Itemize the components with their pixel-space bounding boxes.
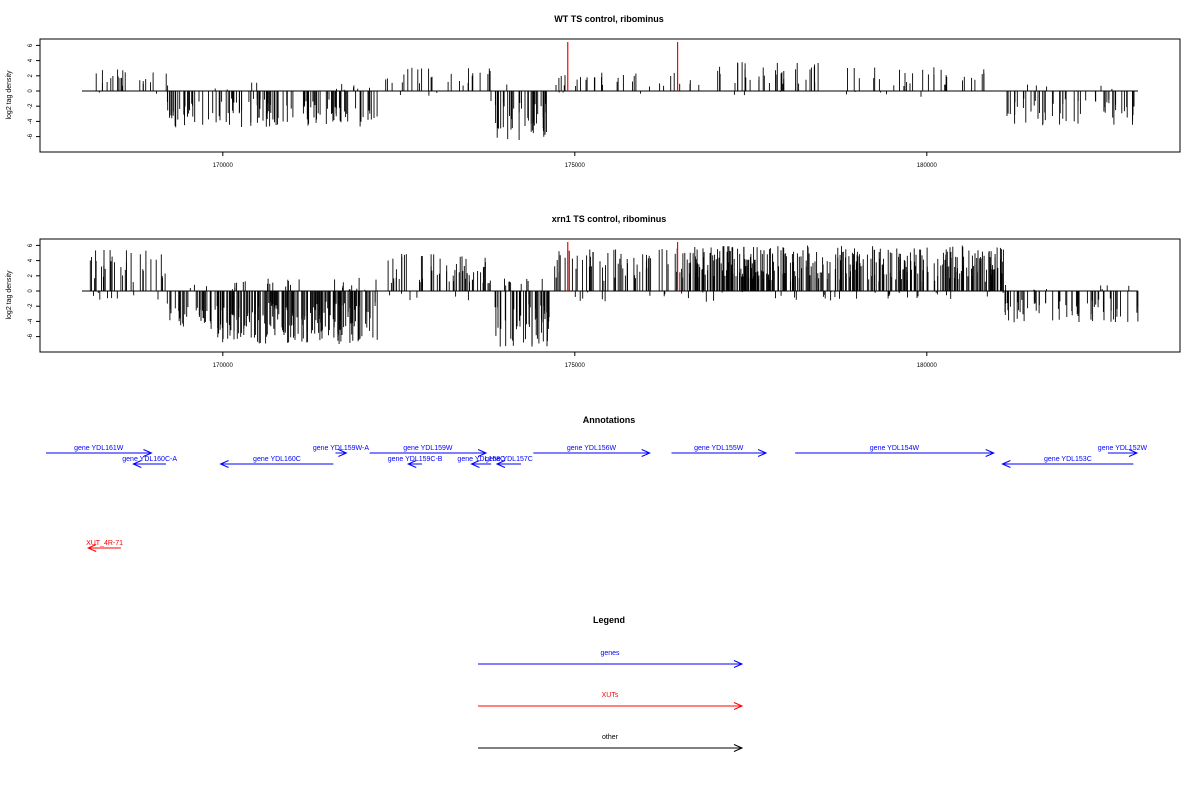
legend-item: XUTs: [478, 692, 744, 710]
y-tick-label: 2: [28, 73, 34, 77]
y-tick-label: 4: [28, 58, 34, 62]
y-tick-label: -4: [28, 118, 34, 124]
legend: Legend genes XUTs other: [478, 615, 744, 752]
feature-label: gene YDL160C-A: [122, 456, 177, 463]
x-tick-label: 175000: [565, 163, 586, 169]
y-tick-label: 0: [28, 89, 34, 93]
feature-label: gene YDL155W: [694, 445, 744, 452]
feature-arrowhead: [219, 460, 229, 468]
annotation-feature: gene YDL158C: [457, 456, 505, 468]
y-axis-xrn1: -6 -4 -2 0 2 4 6: [28, 243, 41, 339]
y-axis-label-wt: log2 tag density: [6, 70, 13, 120]
annotations-title: Annotations: [583, 415, 636, 425]
x-tick-label: 175000: [565, 363, 586, 369]
feature-label: gene YDL154W: [870, 445, 920, 452]
feature-label: gene YDL159C-B: [388, 456, 443, 463]
feature-arrowhead: [86, 544, 97, 552]
feature-arrowhead: [338, 449, 348, 457]
feature-label: gene YDL152W: [1098, 445, 1148, 452]
x-tick-label: 170000: [213, 163, 234, 169]
x-tick-label: 180000: [917, 363, 938, 369]
feature-label: gene YDL161W: [74, 445, 124, 452]
feature-label: gene YDL159W-A: [313, 445, 369, 452]
y-tick-label: 2: [28, 273, 34, 277]
legend-arrowhead: [733, 744, 744, 752]
y-tick-label: -2: [28, 303, 34, 309]
feature-arrowhead: [132, 460, 142, 468]
y-axis-label-xrn1: log2 tag density: [6, 270, 13, 320]
panel-wt: WT TS control, ribominus log2 tag densit…: [6, 14, 1181, 169]
legend-items: genes XUTs other: [478, 650, 744, 752]
annotation-feature: gene YDL160C-A: [122, 456, 177, 468]
legend-item: other: [478, 734, 744, 752]
feature-arrowhead: [143, 449, 153, 457]
feature-label: gene YDL156W: [567, 445, 617, 452]
legend-label: other: [602, 734, 619, 741]
annotation-feature: XUT_4R-71: [86, 540, 123, 552]
feature-arrowhead: [1001, 460, 1011, 468]
feature-label: XUT_4R-71: [86, 540, 123, 547]
feature-label: gene YDL157C: [485, 456, 533, 463]
legend-title: Legend: [593, 615, 625, 625]
legend-arrowhead: [733, 660, 744, 668]
feature-arrowhead: [641, 449, 651, 457]
feature-arrowhead: [477, 449, 488, 457]
annotation-feature: gene YDL160C: [219, 456, 334, 468]
x-axis-wt: 170000 175000 180000: [213, 152, 938, 169]
x-tick-label: 180000: [917, 163, 938, 169]
x-axis-xrn1: 170000 175000 180000: [213, 352, 938, 369]
y-tick-label: 6: [28, 43, 34, 47]
y-tick-label: -2: [28, 103, 34, 109]
y-tick-label: 0: [28, 289, 34, 293]
feature-arrowhead: [406, 460, 417, 468]
annotation-feature: gene YDL157C: [485, 456, 533, 468]
panel-title-xrn1: xrn1 TS control, ribominus: [552, 214, 667, 224]
annotation-feature: gene YDL159W: [369, 445, 488, 457]
plot-frame-wt: [39, 38, 1181, 153]
legend-label: genes: [600, 650, 620, 657]
legend-label: XUTs: [602, 692, 619, 699]
feature-arrowhead: [985, 449, 995, 457]
annotation-feature: gene YDL159C-B: [388, 456, 443, 468]
feature-arrowhead: [495, 460, 506, 468]
x-tick-label: 170000: [213, 363, 234, 369]
feature-arrowhead: [1128, 449, 1139, 457]
feature-label: gene YDL158C: [457, 456, 505, 463]
feature-label: gene YDL160C: [253, 456, 301, 463]
annotation-feature: gene YDL154W: [795, 445, 995, 457]
annotation-feature: gene YDL155W: [671, 445, 768, 457]
annotation-feature: gene YDL153C: [1001, 456, 1134, 468]
y-axis-wt: -6 -4 -2 0 2 4 6: [28, 43, 41, 139]
annotation-feature: gene YDL152W: [1098, 445, 1148, 457]
annotation-features: gene YDL161W gene YDL160C-A gene YDL160C ge…: [46, 445, 1147, 552]
y-tick-label: 4: [28, 258, 34, 262]
annotation-feature: gene YDL159W-A: [313, 445, 369, 457]
legend-arrowhead: [733, 702, 744, 710]
panel-xrn1: xrn1 TS control, ribominus log2 tag dens…: [6, 214, 1181, 369]
panel-title-wt: WT TS control, ribominus: [554, 14, 664, 24]
annotation-feature: gene YDL161W: [46, 445, 153, 457]
feature-label: gene YDL153C: [1044, 456, 1092, 463]
y-tick-label: -6: [28, 133, 34, 139]
feature-arrowhead: [470, 460, 480, 468]
density-bars-wt: [82, 42, 1138, 140]
feature-arrowhead: [757, 449, 768, 457]
y-tick-label: -6: [28, 333, 34, 339]
y-tick-label: -4: [28, 318, 34, 324]
feature-label: gene YDL159W: [403, 445, 453, 452]
legend-item: genes: [478, 650, 744, 668]
annotation-feature: gene YDL156W: [533, 445, 651, 457]
density-bars-xrn1: [82, 242, 1139, 347]
y-tick-label: 6: [28, 243, 34, 247]
